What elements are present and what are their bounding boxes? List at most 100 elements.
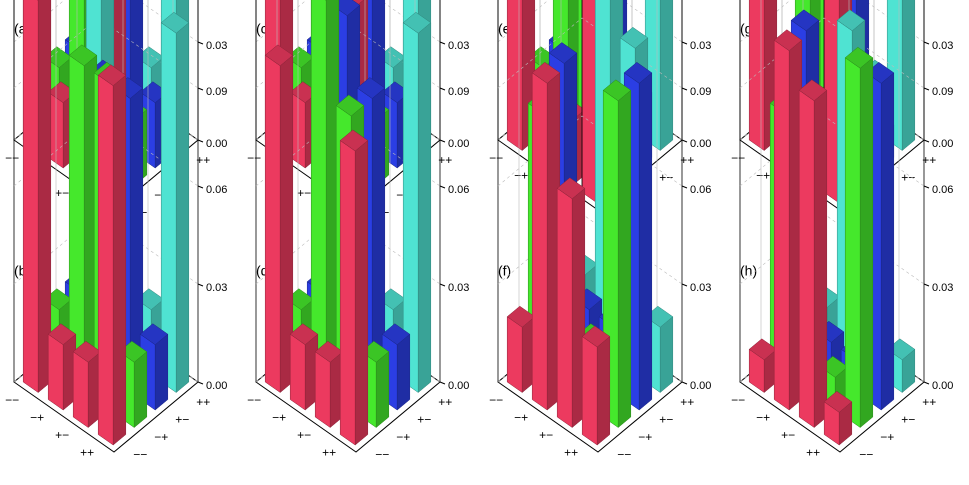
bar-top — [844, 46, 874, 69]
grid-line — [497, 115, 683, 187]
z-tick-label: 0.03 — [206, 40, 227, 52]
bar-top — [264, 44, 294, 67]
bar-top — [289, 323, 319, 346]
grid-line — [739, 17, 925, 89]
bar-top — [37, 0, 40, 1]
y-tick-label: +− — [901, 171, 915, 185]
z-tick-label: 0.03 — [932, 40, 953, 52]
x-tick-label: +− — [539, 428, 553, 442]
z-tick-label: 0.06 — [932, 184, 953, 196]
z-tick — [197, 139, 204, 143]
bar-top — [602, 79, 632, 102]
y-tick-label: ++ — [680, 395, 694, 409]
bar-face — [289, 333, 306, 411]
panel: (d)0.000.030.060.090.120.15−−−++−++−−−++… — [247, 0, 469, 462]
bar-face — [844, 57, 861, 428]
panel: (b)0.000.030.060.090.120.15−−−++−++−−−++… — [5, 0, 227, 462]
x-tick-label: −− — [489, 393, 503, 407]
y-tick-label: −+ — [880, 430, 894, 444]
z-tick — [923, 283, 930, 287]
bar-side — [617, 89, 632, 429]
bar-side — [859, 57, 874, 429]
y-tick-label: −+ — [638, 430, 652, 444]
z-tick — [197, 87, 204, 91]
x-tick-label: −+ — [756, 169, 770, 183]
bar-side — [154, 333, 169, 411]
bar-face — [506, 316, 523, 393]
y-tick-label: −− — [617, 448, 631, 462]
bar-side — [659, 316, 674, 394]
panel-title: (f) — [498, 263, 511, 279]
panel: (f)0.000.030.060.090.120.15−−−++−++−−−++… — [489, 0, 711, 462]
z-tick — [681, 283, 688, 287]
bar-top — [47, 323, 77, 346]
x-tick-label: ++ — [806, 446, 820, 460]
bar-top — [356, 77, 386, 99]
z-tick — [197, 41, 204, 45]
x-tick-label: +− — [297, 428, 311, 442]
z-tick-label: 0.06 — [206, 184, 227, 196]
z-tick-label: 0.00 — [690, 138, 711, 150]
z-tick — [681, 41, 688, 45]
bar-face — [748, 0, 765, 151]
z-tick-label: 0.06 — [448, 184, 469, 196]
z-tick-label: 0.00 — [690, 380, 711, 392]
y-tick-label: −− — [133, 448, 147, 462]
bar-side — [396, 333, 411, 411]
z-tick-label: 0.09 — [690, 86, 711, 98]
z-tick-label: 0.06 — [690, 184, 711, 196]
z-tick — [923, 381, 930, 385]
z-tick-label: 0.03 — [448, 40, 469, 52]
bar-face — [22, 0, 39, 393]
z-tick — [923, 185, 930, 189]
bar-face — [72, 351, 89, 428]
bar-top — [836, 9, 866, 32]
bar-top — [118, 340, 148, 363]
bar-face — [264, 54, 281, 393]
bar-top — [865, 61, 895, 84]
bar-face — [506, 0, 523, 151]
bar-top — [402, 11, 432, 34]
z-tick — [439, 41, 446, 45]
x-tick-label: ++ — [80, 446, 94, 460]
bar-top — [339, 129, 369, 152]
bar-side — [354, 139, 369, 446]
back-wall — [13, 0, 199, 382]
z-tick-label: 0.00 — [932, 380, 953, 392]
z-tick — [681, 139, 688, 143]
panel: (h)0.000.030.060.090.120.15−−−++−++−−−++… — [731, 0, 953, 462]
z-tick — [439, 87, 446, 91]
bar-side — [417, 22, 432, 394]
bar-top — [790, 9, 820, 32]
bar-face — [531, 72, 548, 411]
z-tick — [923, 139, 930, 143]
z-tick-label: 0.03 — [448, 282, 469, 294]
z-tick — [439, 381, 446, 385]
x-tick-label: −− — [5, 151, 19, 165]
bar-side — [901, 0, 916, 152]
z-tick — [197, 283, 204, 287]
bar-top — [160, 11, 190, 34]
z-tick — [681, 185, 688, 189]
z-tick — [681, 87, 688, 91]
bar-top — [360, 340, 390, 363]
back-wall — [497, 0, 683, 382]
bar-top — [623, 61, 653, 84]
bar-side — [133, 351, 148, 429]
bar-top — [581, 325, 611, 348]
x-tick-label: ++ — [564, 446, 578, 460]
bar-top — [335, 94, 365, 117]
x-tick-label: −− — [5, 393, 19, 407]
back-wall — [255, 0, 441, 382]
z-tick-label: 0.00 — [448, 380, 469, 392]
y-tick-label: −+ — [154, 430, 168, 444]
z-tick-label: 0.00 — [206, 138, 227, 150]
z-tick — [923, 41, 930, 45]
panel-title: (h) — [740, 263, 757, 279]
x-tick-label: ++ — [322, 446, 336, 460]
x-tick-label: −+ — [30, 411, 44, 425]
bar-top — [381, 323, 411, 346]
y-tick-label: ++ — [680, 153, 694, 167]
bar-top — [798, 79, 828, 102]
